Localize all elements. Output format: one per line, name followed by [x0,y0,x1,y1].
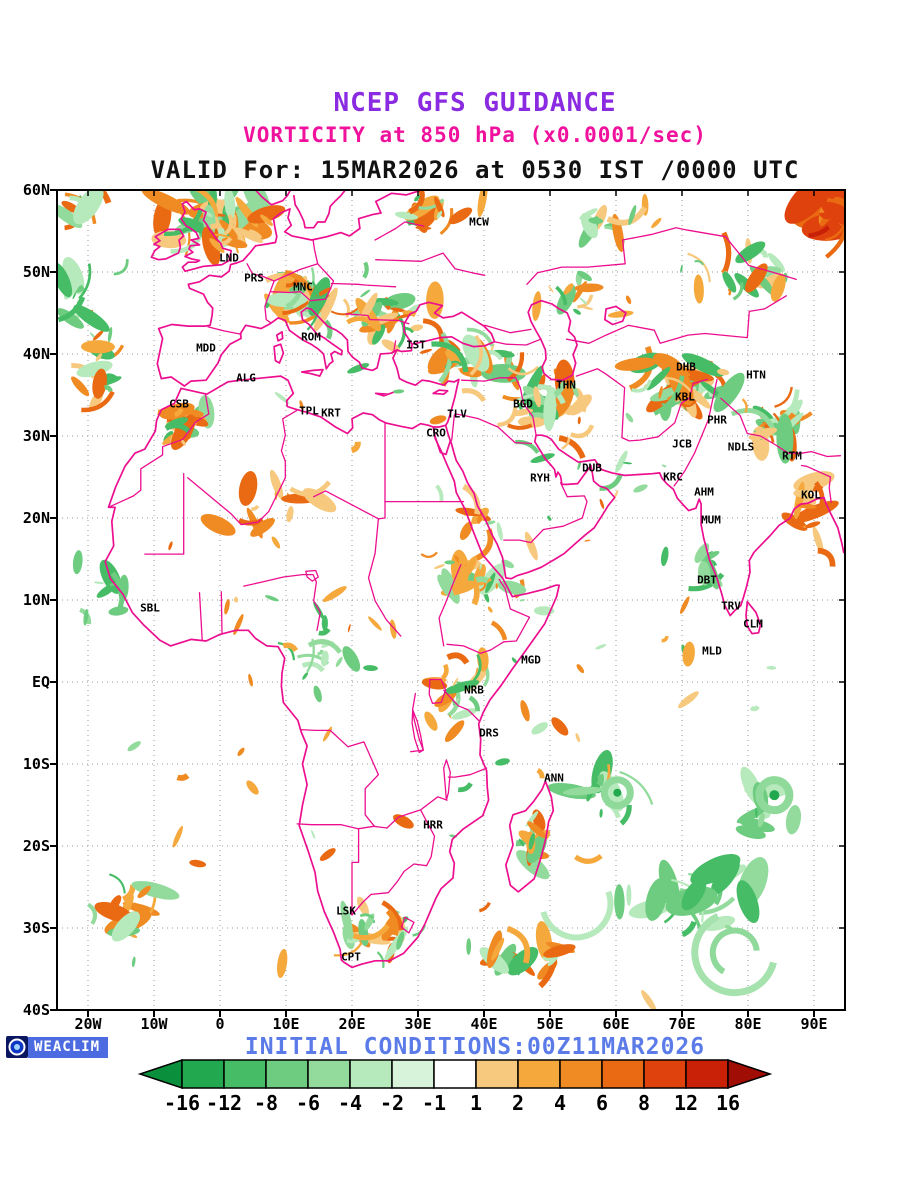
colorbar-segment [517,1059,561,1089]
colorbar-segment [433,1059,477,1089]
colorbar-tick-label: -4 [338,1091,362,1115]
colorbar-tick-label: 12 [674,1091,698,1115]
coastlines-and-borders [104,190,845,969]
chart-title: NCEP GFS GUIDANCE [333,88,617,118]
colorbar-segment [181,1059,225,1089]
colorbar-tick-label: -2 [380,1091,404,1115]
colorbar-segment [307,1059,351,1089]
colorbar-segment [223,1059,267,1089]
valid-time-line: VALID For: 15MAR2026 at 0530 IST /0000 U… [150,156,800,184]
colorbar-segment [559,1059,603,1089]
gridlines [57,190,845,1010]
colorbar-segment [349,1059,393,1089]
colorbar-tick-label: -6 [296,1091,320,1115]
colorbar-arrow-left [137,1058,183,1090]
colorbar-arrow-right [727,1058,773,1090]
weaclim-badge: WEACLIM [6,1036,109,1058]
colorbar-tick-label: -1 [422,1091,446,1115]
chart-subtitle: VORTICITY at 850 hPa (x0.0001/sec) [243,123,707,147]
colorbar-tick-label: 4 [554,1091,566,1115]
initial-conditions-line: INITIAL CONDITIONS:00Z11MAR2026 [244,1034,706,1060]
colorbar-segment [601,1059,645,1089]
colorbar-tick-label: 2 [512,1091,524,1115]
colorbar-segment [643,1059,687,1089]
axis-tick-marks [50,189,845,1017]
colorbar-tick-label: 8 [638,1091,650,1115]
colorbar-segment [265,1059,309,1089]
weaclim-brand-label: WEACLIM [28,1036,109,1058]
colorbar-tick-label: -12 [206,1091,242,1115]
colorbar: -16 -12 -8 -6 -4 -2 -1 1 2 4 6 8 12 16 [137,1058,773,1115]
colorbar-segment [391,1059,435,1089]
colorbar-tick-label: -16 [164,1091,200,1115]
colorbar-tick-label: 16 [716,1091,740,1115]
colorbar-segment [685,1059,729,1089]
weaclim-logo-icon [6,1036,28,1058]
colorbar-tick-label: 1 [470,1091,482,1115]
colorbar-segment [475,1059,519,1089]
colorbar-tick-label: 6 [596,1091,608,1115]
colorbar-tick-label: -8 [254,1091,278,1115]
vorticity-field [57,190,845,1010]
